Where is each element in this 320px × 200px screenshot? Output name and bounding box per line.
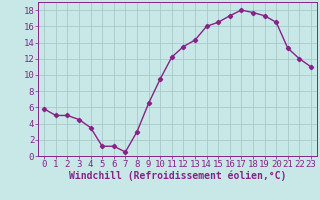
X-axis label: Windchill (Refroidissement éolien,°C): Windchill (Refroidissement éolien,°C) — [69, 171, 286, 181]
